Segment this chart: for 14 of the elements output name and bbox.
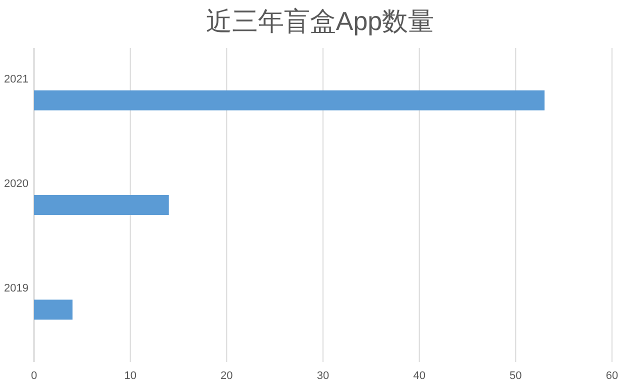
x-tick-label: 10 <box>124 370 136 382</box>
y-tick-label: 2021 <box>4 73 28 86</box>
bar <box>34 90 545 110</box>
x-tick-label: 0 <box>30 370 38 382</box>
x-tick-label: 60 <box>606 370 618 382</box>
bar <box>34 195 169 215</box>
x-tick-label: 40 <box>413 370 426 382</box>
y-tick-label: 2020 <box>4 178 28 190</box>
y-tick-label: 2019 <box>4 282 28 295</box>
x-tick-label: 30 <box>316 370 330 382</box>
x-tick-label: 50 <box>510 370 522 382</box>
bar <box>34 300 73 320</box>
x-tick-label: 20 <box>220 370 233 382</box>
chart-title: 近三年盲盒App数量 <box>206 6 434 36</box>
